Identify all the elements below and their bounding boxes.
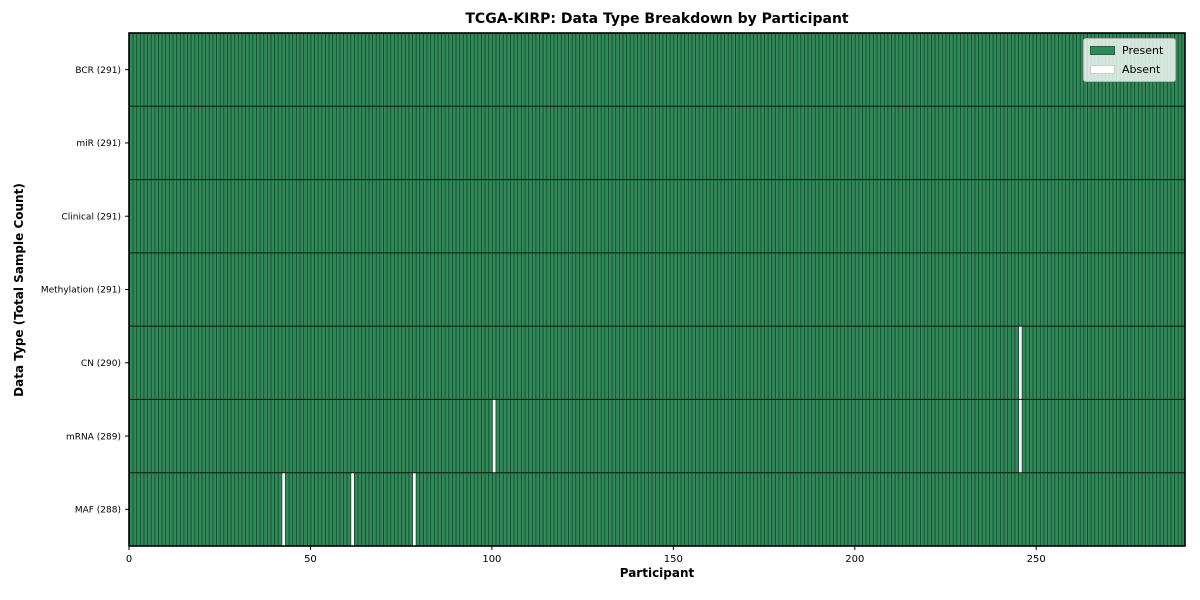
absent-cell [351,472,354,546]
chart-title: TCGA-KIRP: Data Type Breakdown by Partic… [465,11,849,27]
x-tick-label: 150 [664,554,683,565]
legend: Present Absent [1083,38,1176,82]
y-tick-label: MAF (288) [75,506,121,516]
legend-swatch-absent-icon [1090,65,1115,74]
y-tick-label: mRNA (289) [66,432,121,442]
heatmap-cells [129,33,1185,546]
x-tick-label: 100 [482,554,501,565]
x-axis-title: Participant [619,566,695,580]
legend-swatch-present-icon [1090,46,1115,55]
absent-cell [1018,326,1022,400]
absent-cell [492,399,496,473]
legend-label-present: Present [1122,44,1164,57]
y-tick-label: BCR (291) [75,66,121,76]
x-tick-label: 200 [845,554,864,565]
absent-cell [1018,399,1022,473]
absent-cell [282,472,286,546]
y-tick-label: CN (290) [81,359,121,369]
y-tick-label: Methylation (291) [41,286,121,296]
legend-item-absent: Absent [1090,63,1169,76]
legend-item-present: Present [1090,44,1169,57]
x-tick-label: 0 [126,554,132,565]
legend-label-absent: Absent [1122,63,1161,76]
x-tick-label: 50 [304,554,317,565]
y-tick-label: Clinical (291) [61,212,121,222]
y-tick-label: miR (291) [76,139,121,149]
x-tick-label: 250 [1027,554,1046,565]
absent-cell [412,472,416,546]
